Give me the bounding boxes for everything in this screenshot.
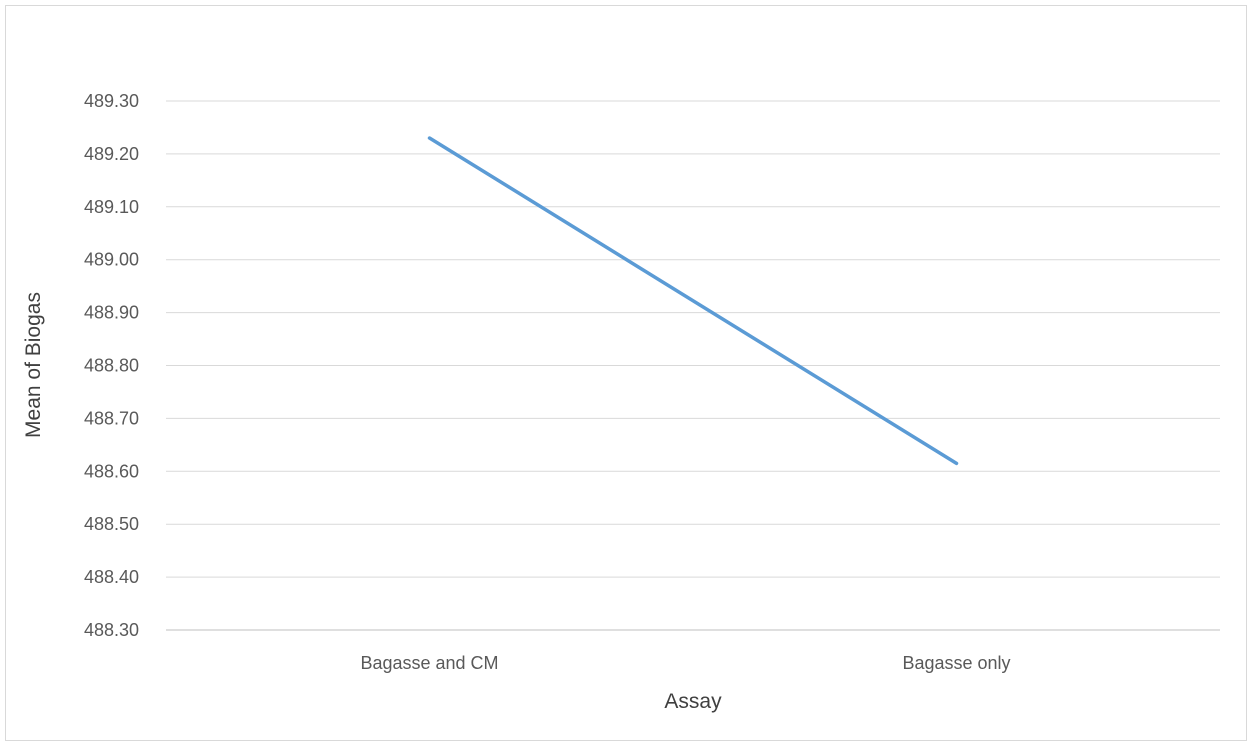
chart-frame bbox=[5, 5, 1247, 741]
y-tick-label: 489.00 bbox=[84, 250, 139, 270]
x-tick-label: Bagasse and CM bbox=[360, 653, 498, 673]
y-tick-label: 488.40 bbox=[84, 567, 139, 587]
y-tick-labels: 488.30 488.40 488.50 488.60 488.70 488.80 488.… bbox=[84, 91, 139, 640]
y-tick-label: 488.80 bbox=[84, 356, 139, 376]
x-axis-title: Assay bbox=[664, 690, 722, 713]
y-tick-label: 488.60 bbox=[84, 461, 139, 481]
x-tick-label: Bagasse only bbox=[902, 653, 1010, 673]
series-line bbox=[427, 136, 959, 466]
y-tick-label: 488.70 bbox=[84, 408, 139, 428]
y-tick-label: 489.30 bbox=[84, 91, 139, 111]
y-axis-title: Mean of Biogas bbox=[22, 292, 45, 438]
y-tick-label: 488.30 bbox=[84, 620, 139, 640]
x-tick-labels: Bagasse and CM Bagasse only bbox=[360, 653, 1010, 673]
y-tick-label: 488.50 bbox=[84, 514, 139, 534]
y-tick-label: 489.20 bbox=[84, 144, 139, 164]
series-lines bbox=[427, 136, 959, 466]
gridlines bbox=[166, 100, 1220, 631]
y-tick-label: 488.90 bbox=[84, 303, 139, 323]
y-tick-label: 489.10 bbox=[84, 197, 139, 217]
